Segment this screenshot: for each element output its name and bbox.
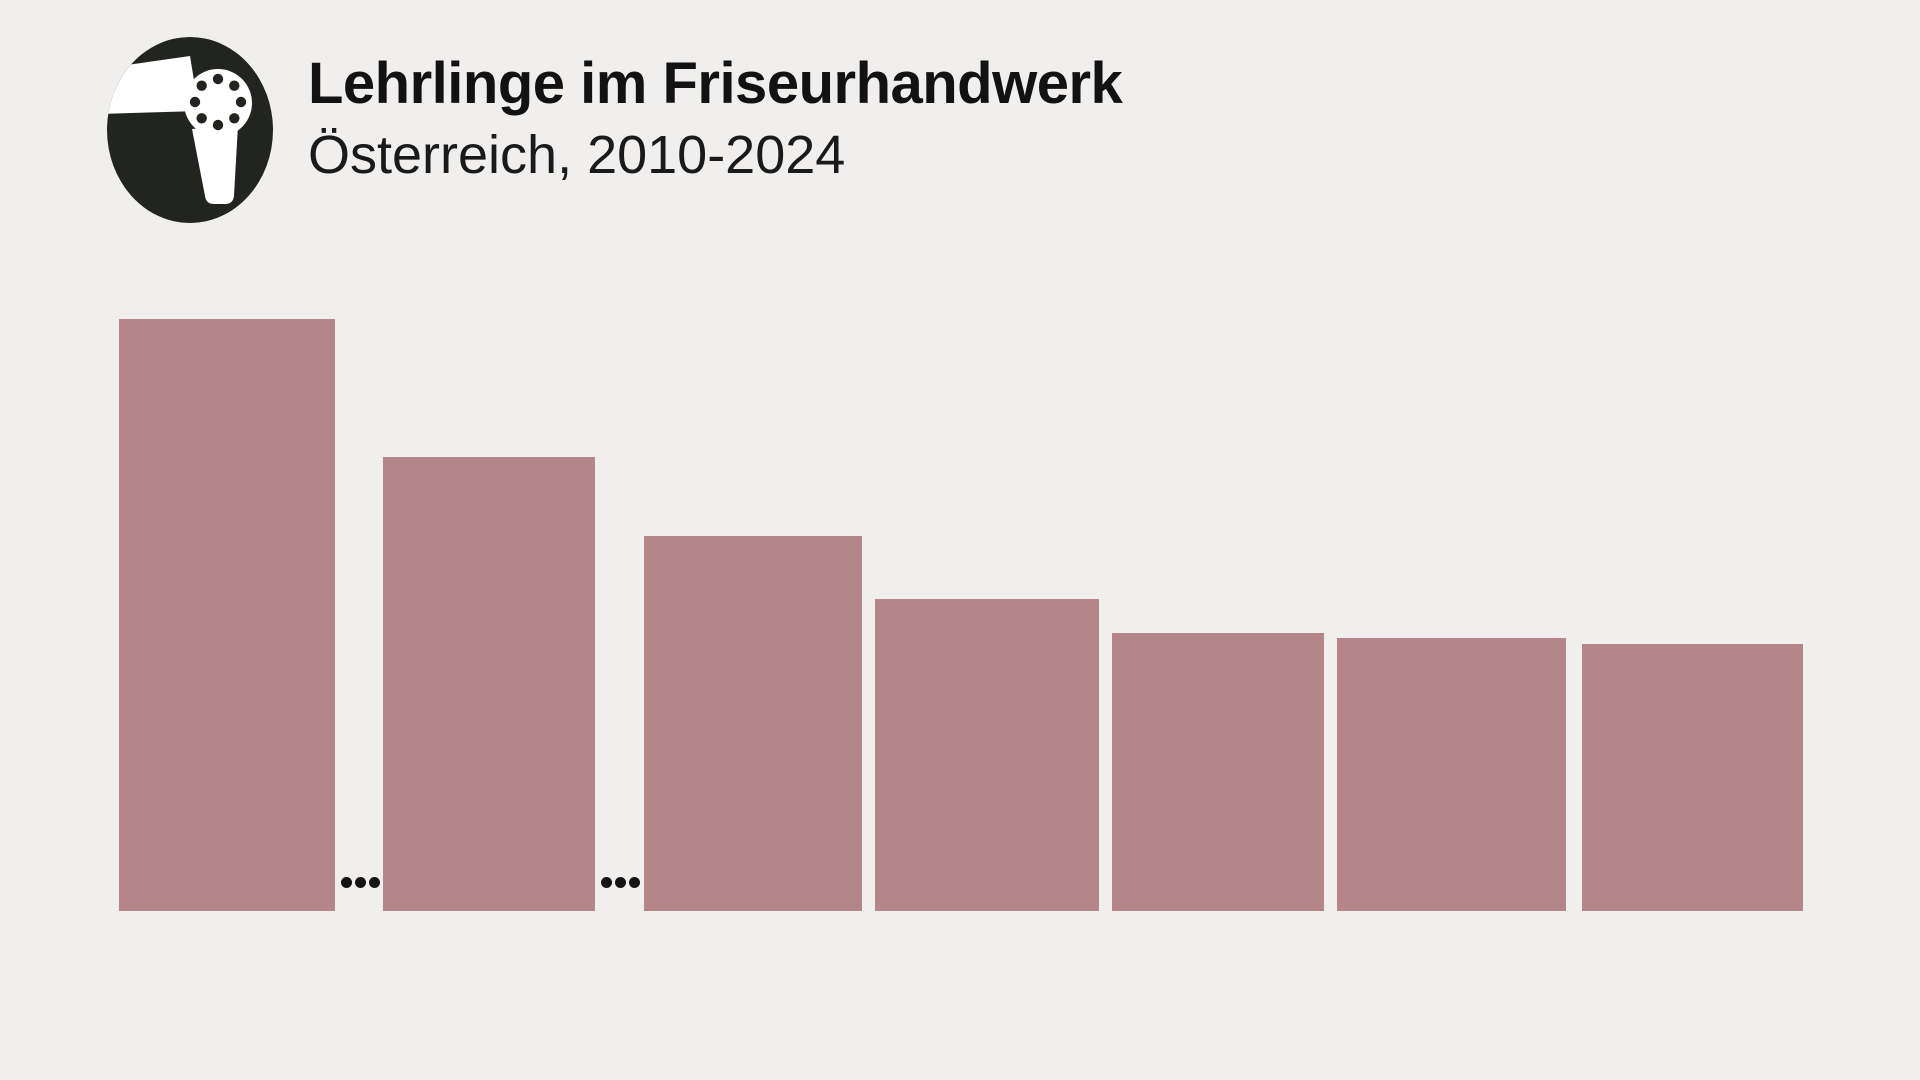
bar-4: [875, 599, 1099, 911]
bar-7: [1582, 644, 1803, 911]
hairdryer-icon: [107, 37, 273, 223]
bar-5: [1112, 633, 1324, 911]
logo-vent-dots: [189, 73, 247, 131]
gap-ellipsis-1: [341, 877, 380, 888]
bar-1: [119, 319, 335, 911]
header: Lehrlinge im Friseurhandwerk Österreich,…: [308, 50, 1123, 187]
gap-ellipsis-2: [601, 877, 640, 888]
bar-2: [383, 457, 595, 911]
bar-chart: [119, 319, 1803, 911]
bar-6: [1337, 638, 1566, 911]
bar-3: [644, 536, 862, 911]
chart-subtitle: Österreich, 2010-2024: [308, 125, 846, 186]
chart-title: Lehrlinge im Friseurhandwerk: [308, 51, 1123, 116]
